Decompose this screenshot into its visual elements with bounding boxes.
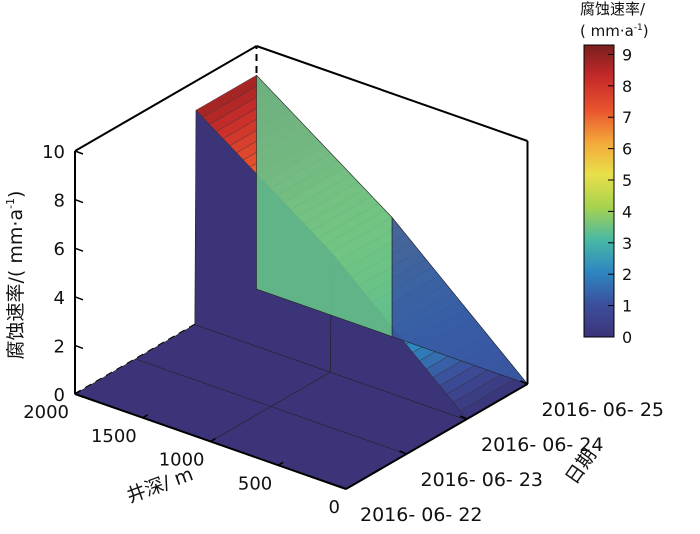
z-tick: [74, 198, 84, 204]
date-tick: [399, 450, 407, 455]
z-tick: [74, 344, 84, 350]
colorbar-tick-label: 9: [622, 45, 632, 64]
z-tick-label: 6: [54, 239, 65, 260]
depth-tick-label: 500: [238, 473, 272, 494]
surface-plot: [74, 74, 529, 490]
depth-tick: [277, 461, 284, 466]
box-edge-top-back-left: [74, 45, 258, 152]
colorbar-tick-label: 1: [622, 297, 632, 316]
colorbar-tick-label: 3: [622, 234, 632, 253]
depth-tick-label: 1000: [159, 450, 205, 471]
date-axis-line: [345, 383, 529, 490]
colorbar-tick-label: 0: [622, 328, 632, 347]
z-tick: [74, 247, 84, 252]
z-tick-label: 4: [54, 288, 65, 309]
z-tick: [74, 150, 84, 155]
z-axis-label: 腐蚀速率/( mm·a-1): [4, 191, 27, 360]
date-tick: [520, 380, 528, 385]
depth-tick: [345, 485, 352, 490]
colorbar: 腐蚀速率/ ( mm·a-1) 0 1 2 3 4 5 6 7 8 9: [580, 0, 649, 347]
z-tick-label: 0: [54, 385, 65, 406]
date-tick: [459, 415, 468, 420]
colorbar-title-line2: ( mm·a-1): [580, 22, 649, 40]
depth-tick-label: 0: [329, 497, 340, 518]
colorbar-gradient: [583, 44, 615, 338]
date-tick-label: 2016- 06- 22: [360, 504, 483, 526]
colorbar-title-line1: 腐蚀速率/: [580, 0, 646, 18]
date-tick: [338, 485, 347, 490]
depth-tick: [142, 414, 149, 419]
z-tick-label: 8: [54, 191, 65, 212]
colorbar-tick-label: 7: [622, 108, 632, 127]
surface-side-segment: [256, 74, 393, 337]
colorbar-tick-label: 5: [622, 171, 632, 190]
z-tick: [74, 296, 84, 301]
depth-tick: [210, 437, 216, 443]
colorbar-tick-label: 6: [622, 140, 632, 159]
colorbar-tick-label: 2: [622, 265, 632, 284]
date-tick-label: 2016- 06- 23: [421, 469, 544, 491]
box-edge-top-back-right: [256, 45, 528, 142]
z-tick: [74, 393, 84, 398]
depth-tick: [74, 390, 81, 395]
z-tick-label: 10: [42, 142, 65, 163]
date-tick-label: 2016- 06- 24: [481, 434, 604, 456]
depth-tick-label: 1500: [91, 426, 137, 447]
z-tick-label: 2: [54, 336, 65, 357]
colorbar-tick-label: 8: [622, 77, 632, 96]
depth-tick-label: 2000: [23, 402, 69, 423]
colorbar-tick-label: 4: [622, 202, 632, 221]
date-tick-label: 2016- 06- 25: [542, 399, 665, 421]
